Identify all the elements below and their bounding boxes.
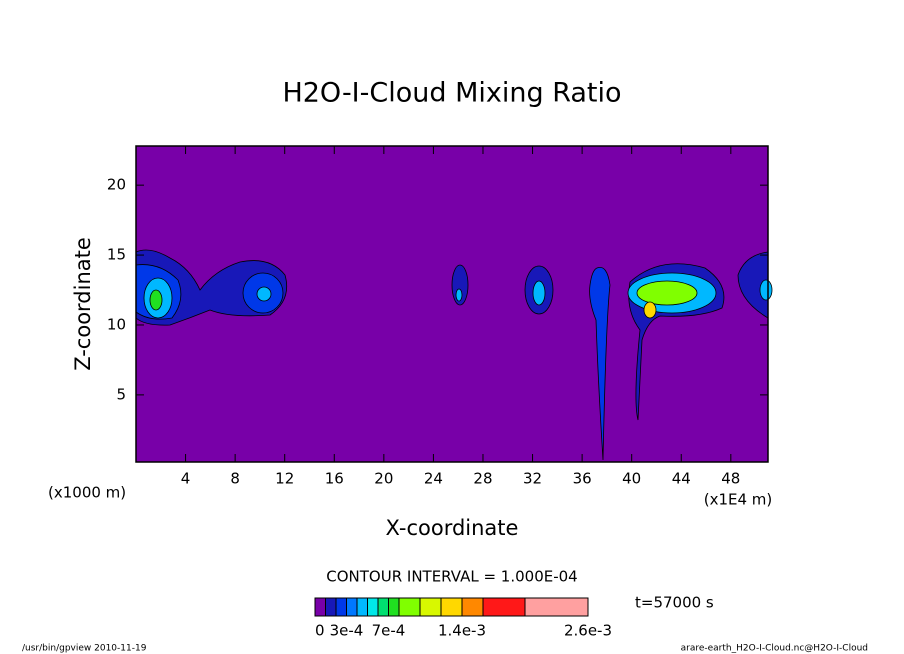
time-label: t=57000 s (635, 594, 714, 612)
x-tick-label: 4 (181, 470, 191, 488)
colorbar-label: 3e-4 (330, 622, 364, 640)
x-tick-label: 8 (230, 470, 240, 488)
x-tick-label: 40 (622, 470, 641, 488)
contour-fill (256, 286, 272, 302)
colorbar-cell (377, 597, 389, 617)
y-axis-title: Z-coordinate (71, 237, 95, 371)
colorbar-cell (482, 597, 526, 617)
colorbar-cell (440, 597, 463, 617)
plot-area (135, 145, 773, 463)
x-unit: (x1E4 m) (704, 491, 773, 509)
x-tick-label: 28 (473, 470, 492, 488)
y-tick-label: 20 (107, 176, 126, 194)
x-axis-title: X-coordinate (386, 516, 519, 540)
x-tick-label: 48 (721, 470, 740, 488)
colorbar-cell (367, 597, 379, 617)
colorbar-cell (388, 597, 400, 617)
colorbar-label: 2.6e-3 (564, 622, 612, 640)
colorbar-cell (335, 597, 347, 617)
colorbar-cell (325, 597, 337, 617)
x-tick-label: 16 (325, 470, 344, 488)
colorbar-cell (314, 597, 326, 617)
footer-right: arare-earth_H2O-I-Cloud.nc@H2O-I-Cloud (681, 644, 868, 654)
colorbar-cell (461, 597, 484, 617)
colorbar-cell (398, 597, 421, 617)
contour-fill (532, 280, 546, 306)
x-tick-label: 36 (573, 470, 592, 488)
x-tick-label: 44 (672, 470, 691, 488)
colorbar-label: 0 (315, 622, 325, 640)
x-tick-label: 32 (523, 470, 542, 488)
colorbar-cell (524, 597, 589, 617)
contour-interval: CONTOUR INTERVAL = 1.000E-04 (326, 568, 577, 586)
contour-fill (759, 279, 773, 301)
x-tick-label: 12 (275, 470, 294, 488)
y-tick-label: 5 (116, 385, 126, 403)
contour-fill (636, 280, 698, 306)
plot-frame (135, 145, 769, 463)
cloud-contours (135, 249, 773, 461)
y-tick-label: 10 (107, 315, 126, 333)
footer-left: /usr/bin/gpview 2010-11-19 (22, 644, 147, 654)
contour-fill (643, 301, 657, 319)
y-unit: (x1000 m) (48, 484, 126, 502)
x-tick-label: 24 (424, 470, 443, 488)
colorbar-cell (419, 597, 442, 617)
contour-fill (149, 289, 163, 311)
contour-fill (589, 266, 611, 461)
colorbar-label: 1.4e-3 (438, 622, 486, 640)
colorbar-cell (346, 597, 358, 617)
colorbar-cell (356, 597, 368, 617)
chart-title: H2O-I-Cloud Mixing Ratio (282, 78, 621, 109)
contour-fill (737, 251, 769, 319)
colorbar-label: 7e-4 (372, 622, 406, 640)
contour-fill (455, 288, 463, 302)
x-tick-label: 20 (374, 470, 393, 488)
y-tick-label: 15 (107, 246, 126, 264)
